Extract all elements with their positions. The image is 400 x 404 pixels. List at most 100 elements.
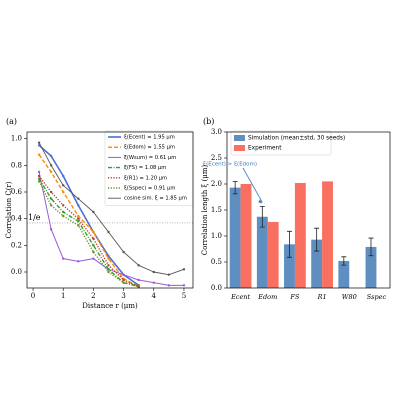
- axes-frame: [226, 131, 391, 289]
- y-axis-label: Correlation length ξ (μm): [201, 165, 209, 256]
- point: [77, 214, 80, 218]
- bar: [365, 246, 377, 288]
- legend-label: ξ(FS) = 1.08 μm: [124, 165, 166, 171]
- point: [107, 230, 110, 234]
- x-tick-label: Sspec: [367, 293, 387, 301]
- point: [92, 244, 95, 247]
- point: [92, 230, 95, 234]
- point: [137, 278, 140, 282]
- bar: [311, 239, 323, 288]
- x-tick-label: Edom: [257, 293, 277, 301]
- legend-swatch: [234, 145, 245, 151]
- x-tick-label: 5: [182, 292, 186, 300]
- legend-label: cosine sim. ξ = 1.85 μm: [124, 196, 187, 202]
- error-bar: [286, 230, 292, 258]
- y-tick-label: 1.0: [211, 232, 222, 240]
- panel-label: (a): [6, 117, 17, 126]
- point: [137, 284, 140, 287]
- legend-swatch: [234, 135, 245, 141]
- x-tick-label: 3: [121, 292, 125, 300]
- point: [152, 270, 155, 274]
- series-line: [38, 178, 139, 288]
- point: [37, 141, 41, 144]
- point: [77, 197, 80, 200]
- x-tick-label: 0: [31, 292, 35, 300]
- point: [122, 273, 125, 276]
- legend-label: ξ(Sspec) = 0.91 μm: [124, 186, 175, 192]
- point: [49, 164, 53, 167]
- x-tick-label: 4: [152, 292, 157, 300]
- error-bar: [314, 227, 320, 252]
- x-axis-label: Distance r (μm): [82, 302, 138, 310]
- series-line: [38, 154, 140, 288]
- legend-label: ξ(Ecent) = 1.95 μm: [124, 135, 175, 141]
- point: [167, 284, 171, 287]
- point: [107, 270, 110, 274]
- point: [107, 257, 110, 260]
- point: [77, 204, 80, 207]
- point: [167, 273, 171, 276]
- point: [182, 268, 186, 271]
- point: [122, 278, 125, 282]
- point: [92, 250, 95, 254]
- point: [152, 281, 155, 284]
- point: [37, 180, 41, 183]
- y-tick-label: 2.5: [211, 154, 222, 162]
- point: [62, 257, 65, 260]
- error-bar: [368, 237, 374, 257]
- y-tick-label: 3.0: [211, 128, 222, 136]
- point: [77, 217, 80, 220]
- y-tick-label: 0.5: [211, 258, 222, 266]
- point: [107, 268, 110, 271]
- x-tick-label: R1: [317, 293, 327, 301]
- reference-label: 1/e: [28, 213, 41, 222]
- bar: [267, 221, 279, 288]
- point: [62, 174, 65, 178]
- point: [37, 170, 41, 174]
- axes-frame: [26, 131, 194, 289]
- point: [77, 224, 80, 227]
- error-bar: [259, 205, 265, 228]
- series-line: [38, 181, 139, 287]
- y-tick-label: 2.0: [211, 180, 222, 188]
- point: [92, 237, 95, 240]
- point: [49, 204, 53, 207]
- legend-label: ξ(Wsum) = 0.61 μm: [124, 155, 176, 161]
- point: [62, 210, 65, 214]
- bar: [294, 182, 306, 288]
- point: [62, 190, 65, 194]
- point: [37, 177, 41, 180]
- bar: [240, 184, 252, 288]
- point: [37, 153, 41, 156]
- point: [49, 170, 53, 174]
- y-tick-label: 0.2: [11, 241, 22, 249]
- point: [77, 260, 80, 263]
- point: [92, 257, 95, 260]
- legend-label: Simulation (mean±std, 30 seeds): [248, 136, 345, 142]
- y-tick-label: 0.8: [11, 161, 22, 169]
- y-tick-label: 0.0: [211, 284, 222, 292]
- point: [49, 197, 53, 200]
- bar: [284, 244, 295, 288]
- point: [37, 174, 41, 178]
- point: [49, 228, 53, 231]
- legend-label: ξ(Edom) = 1.55 μm: [124, 145, 175, 151]
- error-bar: [341, 256, 347, 266]
- y-tick-label: 0.4: [11, 215, 23, 223]
- point: [182, 284, 186, 287]
- annotation: ξ(Ecent) > ξ(Edom): [203, 162, 257, 168]
- point: [122, 250, 125, 254]
- point: [49, 190, 53, 194]
- x-tick-label: 2: [91, 292, 95, 300]
- legend-box: [230, 130, 332, 156]
- point: [77, 220, 80, 223]
- point: [62, 214, 65, 218]
- point: [49, 154, 53, 158]
- x-tick-label: Ecent: [230, 293, 250, 301]
- x-tick-label: 1: [61, 292, 65, 300]
- bar: [322, 181, 333, 288]
- y-tick-label: 0.0: [11, 268, 22, 276]
- error-bar: [232, 181, 238, 195]
- bar: [256, 216, 268, 288]
